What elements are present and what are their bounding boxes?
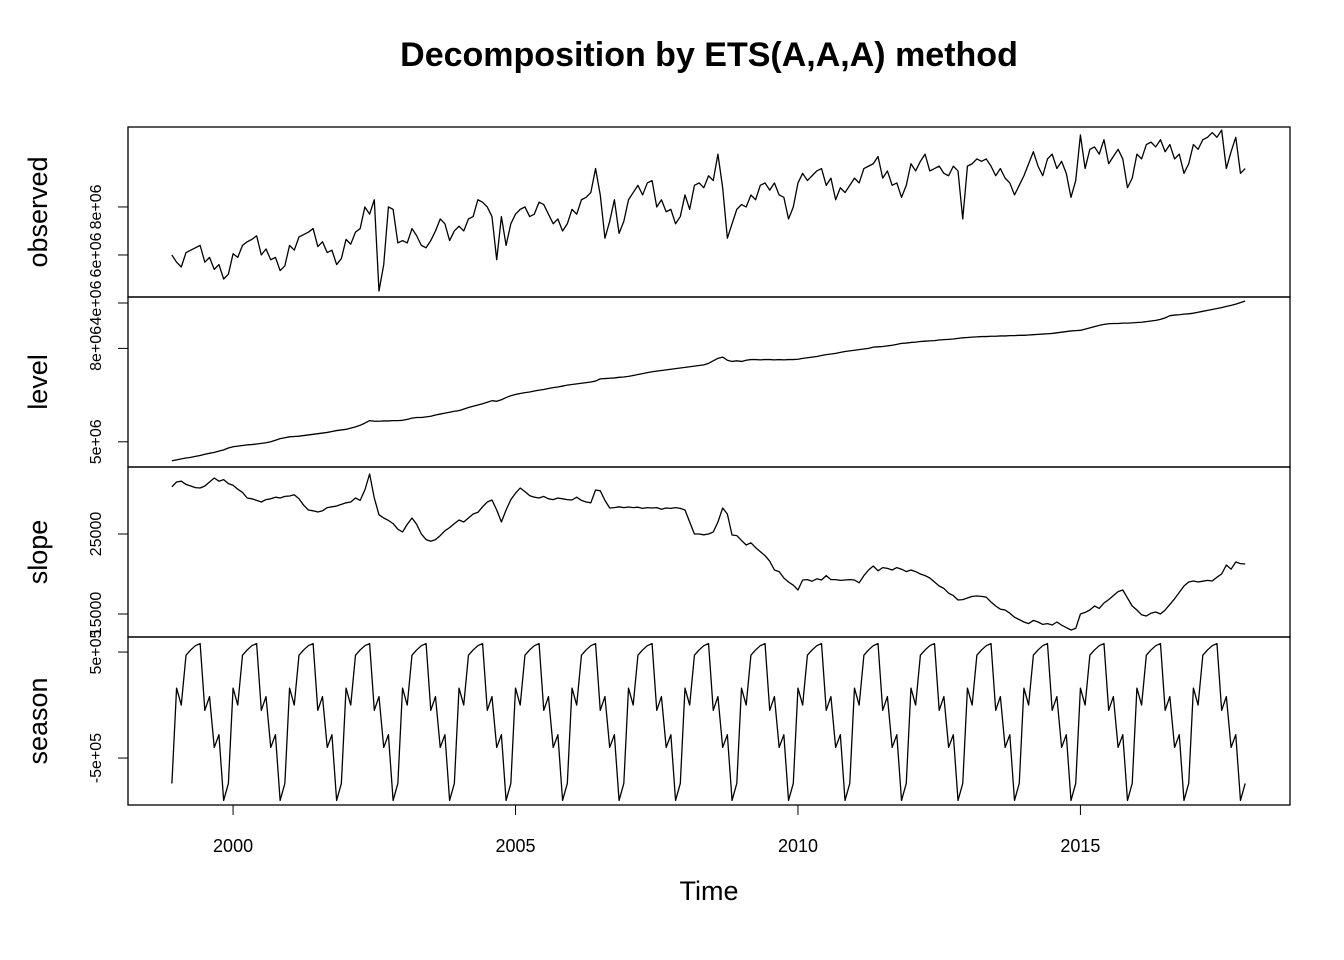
y-axis-label: level xyxy=(23,354,53,410)
y-tick-label: -5e+05 xyxy=(88,733,105,783)
chart-title: Decomposition by ETS(A,A,A) method xyxy=(400,36,1018,74)
x-axis-label: Time xyxy=(680,876,739,906)
panel-frame xyxy=(127,296,1291,468)
y-tick-label: 15000 xyxy=(88,592,105,637)
series-line xyxy=(171,300,1246,462)
x-tick-label: 2000 xyxy=(213,836,253,856)
panel-frame xyxy=(127,466,1291,638)
series-line xyxy=(171,129,1246,292)
y-tick-label: 25000 xyxy=(88,512,105,557)
y-tick-label: 8e+06 xyxy=(88,184,105,229)
x-tick-label: 2010 xyxy=(778,836,818,856)
series-line xyxy=(171,642,1246,802)
series-line xyxy=(171,473,1246,631)
y-tick-label: 5e+05 xyxy=(88,629,105,674)
x-tick-label: 2015 xyxy=(1060,836,1100,856)
panel-frame xyxy=(127,636,1291,806)
y-axis-label: observed xyxy=(23,156,53,267)
y-axis-label: season xyxy=(23,677,53,764)
y-tick-label: 6e+06 xyxy=(88,232,105,277)
y-tick-label: 4e+06 xyxy=(88,280,105,325)
y-axis-label: slope xyxy=(23,520,53,585)
y-tick-label: 5e+06 xyxy=(88,419,105,464)
y-tick-label: 8e+06 xyxy=(88,326,105,371)
x-tick-label: 2005 xyxy=(495,836,535,856)
